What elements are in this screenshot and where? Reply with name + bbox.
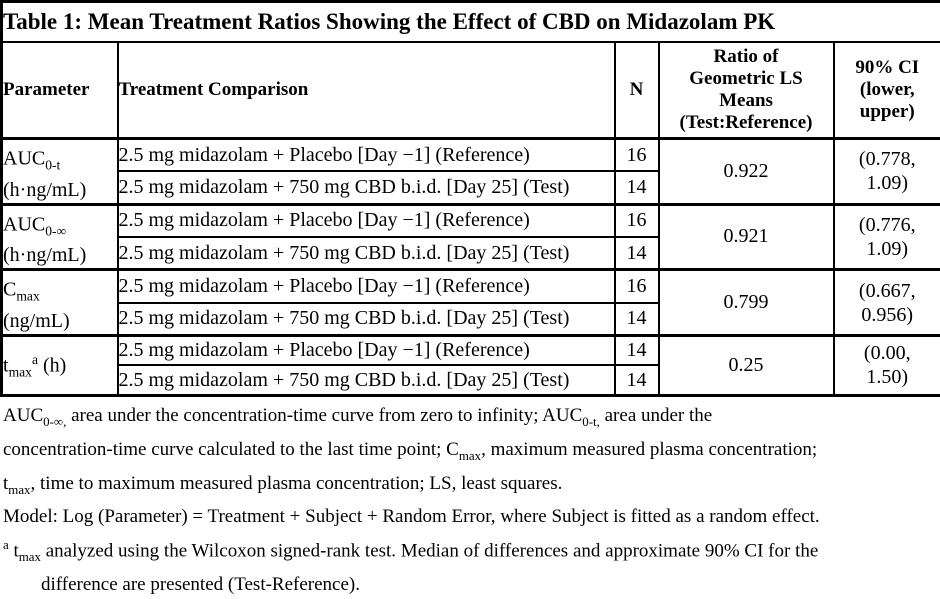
header-ratio-line: Ratio of xyxy=(660,46,833,68)
n-cell: 16 xyxy=(615,204,659,237)
n-cell: 14 xyxy=(615,365,659,395)
table-row: AUC0-∞ (h·ng/mL) 2.5 mg midazolam + Plac… xyxy=(2,204,940,237)
header-ratio-line: Means xyxy=(660,90,833,112)
ci-cell: (0.776, 1.09) xyxy=(834,204,940,270)
footnote-subscript: max xyxy=(19,549,41,564)
n-cell: 14 xyxy=(615,335,659,365)
table-title: Table 1: Mean Treatment Ratios Showing t… xyxy=(2,2,940,42)
ci-upper: 1.09) xyxy=(835,171,940,195)
header-ratio-line: Geometric LS xyxy=(660,68,833,90)
table-row: AUC0-t (h·ng/mL) 2.5 mg midazolam + Plac… xyxy=(2,139,940,172)
ci-upper: 1.09) xyxy=(835,237,940,261)
header-ratio-line: (Test:Reference) xyxy=(660,112,833,134)
treatment-cell: 2.5 mg midazolam + 750 mg CBD b.i.d. [Da… xyxy=(118,365,615,395)
parameter-unit: (ng/mL) xyxy=(3,309,117,334)
ci-lower: (0.667, xyxy=(835,279,940,303)
parameter-cell: tmaxa (h) xyxy=(2,335,118,395)
treatment-cell: 2.5 mg midazolam + Placebo [Day −1] (Ref… xyxy=(118,139,615,172)
treatment-cell: 2.5 mg midazolam + 750 mg CBD b.i.d. [Da… xyxy=(118,237,615,270)
n-cell: 16 xyxy=(615,139,659,172)
ci-lower: (0.776, xyxy=(835,213,940,237)
ratio-cell: 0.921 xyxy=(659,204,834,270)
parameter-name: AUC0-∞ xyxy=(3,206,117,244)
table-title-row: Table 1: Mean Treatment Ratios Showing t… xyxy=(2,2,940,42)
n-cell: 14 xyxy=(615,171,659,204)
table-header-row: Parameter Treatment Comparison N Ratio o… xyxy=(2,42,940,139)
parameter-cell: AUC0-∞ (h·ng/mL) xyxy=(2,204,118,270)
parameter-cell: AUC0-t (h·ng/mL) xyxy=(2,139,118,205)
footnote-abbreviations-line1: AUC0-∞, area under the concentration-tim… xyxy=(3,402,937,436)
ci-upper: 1.50) xyxy=(835,365,940,389)
column-header-treatment-comparison: Treatment Comparison xyxy=(118,42,615,139)
parameter-name: AUC0-t xyxy=(3,140,117,178)
footnote-model: Model: Log (Parameter) = Treatment + Sub… xyxy=(3,503,937,531)
n-cell: 16 xyxy=(615,270,659,303)
footnote-abbreviations-line3: tmax, time to maximum measured plasma co… xyxy=(3,470,937,504)
table-row: tmaxa (h) 2.5 mg midazolam + Placebo [Da… xyxy=(2,335,940,365)
pk-results-table: Table 1: Mean Treatment Ratios Showing t… xyxy=(0,0,940,397)
ci-cell: (0.667, 0.956) xyxy=(834,270,940,336)
footnote-text: area under the xyxy=(600,405,712,426)
treatment-cell: 2.5 mg midazolam + Placebo [Day −1] (Ref… xyxy=(118,204,615,237)
footnote-text: , maximum measured plasma concentration; xyxy=(481,439,817,460)
header-ci-line: upper) xyxy=(835,101,940,123)
footnote-text: area under the concentration-time curve … xyxy=(66,405,582,426)
ratio-cell: 0.922 xyxy=(659,139,834,205)
n-cell: 14 xyxy=(615,237,659,270)
parameter-unit: (h·ng/mL) xyxy=(3,243,117,268)
footnote-text: concentration-time curve calculated to t… xyxy=(3,439,459,460)
footnote-text: t xyxy=(9,541,19,562)
ci-cell: (0.778, 1.09) xyxy=(834,139,940,205)
header-ci-line: 90% CI xyxy=(835,57,940,79)
footnote-text: , time to maximum measured plasma concen… xyxy=(31,473,563,494)
footnotes: AUC0-∞, area under the concentration-tim… xyxy=(0,397,940,599)
footnote-a-line2: difference are presented (Test-Reference… xyxy=(41,571,937,599)
footnote-text: analyzed using the Wilcoxon signed-rank … xyxy=(41,541,818,562)
treatment-cell: 2.5 mg midazolam + Placebo [Day −1] (Ref… xyxy=(118,335,615,365)
footnote-text: AUC xyxy=(3,405,43,426)
footnote-subscript: 0-∞, xyxy=(43,414,66,429)
header-ci-line: (lower, xyxy=(835,79,940,101)
ratio-cell: 0.25 xyxy=(659,335,834,395)
treatment-cell: 2.5 mg midazolam + 750 mg CBD b.i.d. [Da… xyxy=(118,171,615,204)
footnote-abbreviations-line2: concentration-time curve calculated to t… xyxy=(3,436,937,470)
parameter-name: Cmax xyxy=(3,271,117,309)
treatment-cell: 2.5 mg midazolam + 750 mg CBD b.i.d. [Da… xyxy=(118,303,615,336)
parameter-name: tmaxa (h) xyxy=(3,347,117,385)
footnote-subscript: max xyxy=(459,448,481,463)
treatment-cell: 2.5 mg midazolam + Placebo [Day −1] (Ref… xyxy=(118,270,615,303)
column-header-parameter: Parameter xyxy=(2,42,118,139)
footnote-subscript: max xyxy=(8,481,30,496)
ratio-cell: 0.799 xyxy=(659,270,834,336)
table-row: Cmax (ng/mL) 2.5 mg midazolam + Placebo … xyxy=(2,270,940,303)
parameter-unit: (h·ng/mL) xyxy=(3,178,117,203)
column-header-ratio: Ratio of Geometric LS Means (Test:Refere… xyxy=(659,42,834,139)
footnote-subscript: 0-t, xyxy=(582,414,600,429)
ci-upper: 0.956) xyxy=(835,303,940,327)
column-header-n: N xyxy=(615,42,659,139)
column-header-ci: 90% CI (lower, upper) xyxy=(834,42,940,139)
ci-lower: (0.778, xyxy=(835,147,940,171)
ci-cell: (0.00, 1.50) xyxy=(834,335,940,395)
n-cell: 14 xyxy=(615,303,659,336)
parameter-cell: Cmax (ng/mL) xyxy=(2,270,118,336)
ci-lower: (0.00, xyxy=(835,341,940,365)
footnote-a-line1: a tmax analyzed using the Wilcoxon signe… xyxy=(3,531,937,571)
